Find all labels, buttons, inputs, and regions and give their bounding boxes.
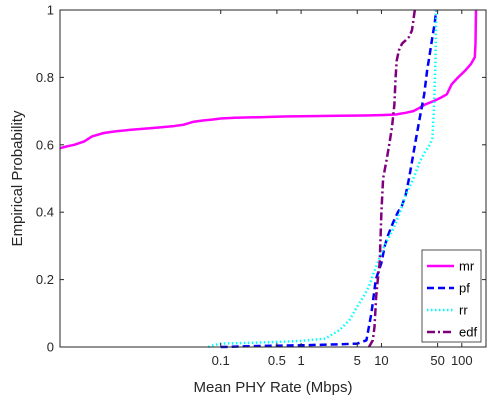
y-tick-label: 0.6: [36, 137, 54, 152]
x-tick-label: 0.5: [268, 353, 286, 368]
x-tick-label: 50: [430, 353, 444, 368]
x-tick-label: 0.1: [212, 353, 230, 368]
y-tick-label: 0: [47, 340, 54, 355]
plot-area-frame: [59, 9, 487, 348]
legend-label-mr: mr: [459, 259, 475, 274]
y-tick-label: 1: [47, 3, 54, 18]
y-tick-label: 0.4: [36, 205, 54, 220]
tick-layer: 0.1 0.5 1 5 10 50 100 0 0.2 0.4 0.6 0.8 1: [36, 3, 486, 368]
y-axis-title: Empirical Probability: [9, 110, 26, 246]
series-line-rr: [207, 9, 438, 349]
x-tick-label: 5: [354, 353, 361, 368]
series-line-mr: [59, 9, 478, 150]
x-tick-label: 1: [297, 353, 304, 368]
x-tick-label: 10: [374, 353, 388, 368]
y-tick-label: 0.2: [36, 272, 54, 287]
x-tick-label: 100: [451, 353, 473, 368]
legend-label-edf: edf: [459, 325, 477, 340]
legend-label-rr: rr: [459, 303, 468, 318]
x-axis-title: Mean PHY Rate (Mbps): [194, 379, 353, 396]
legend-label-pf: pf: [459, 281, 470, 296]
y-tick-label: 0.8: [36, 70, 54, 85]
legend: mr pf rr edf: [421, 249, 482, 343]
